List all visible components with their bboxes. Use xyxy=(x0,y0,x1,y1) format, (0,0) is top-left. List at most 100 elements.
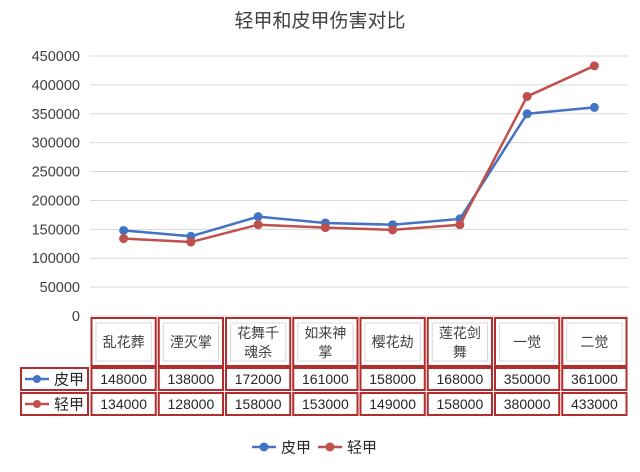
y-tick-label: 450000 xyxy=(32,49,80,65)
y-tick-label: 200000 xyxy=(32,193,80,209)
category-label: 魂杀 xyxy=(244,345,272,361)
category-label: 湮灭掌 xyxy=(170,335,212,351)
series-line xyxy=(123,64,595,244)
legend-label: 皮甲 xyxy=(281,439,311,457)
data-point xyxy=(320,223,330,233)
data-point xyxy=(522,109,532,119)
data-point xyxy=(589,61,599,71)
category-label: 如来神 xyxy=(304,326,346,342)
value-cell xyxy=(426,367,493,391)
category-cell xyxy=(157,317,224,367)
y-tick-label: 300000 xyxy=(32,136,80,152)
category-label: 莲花剑 xyxy=(439,326,481,342)
category-label: 掌 xyxy=(318,345,332,361)
data-point xyxy=(186,237,196,247)
data-table-value: 148000 xyxy=(100,371,147,387)
series-key-marker xyxy=(33,400,41,408)
y-axis: 0 50000 100000 150000 200000 250000 300000 3500… xyxy=(32,49,80,325)
value-cell xyxy=(359,367,426,391)
legend: 皮甲 轻甲 xyxy=(252,439,377,457)
legend-label: 轻甲 xyxy=(347,439,377,457)
series-row-header xyxy=(20,392,89,416)
y-tick-label: 150000 xyxy=(32,222,80,238)
gridlines xyxy=(90,55,628,317)
series-row-label: 轻甲 xyxy=(54,396,84,414)
value-cell xyxy=(292,367,359,391)
category-cell xyxy=(494,317,561,367)
data-table-value: 172000 xyxy=(235,371,282,387)
value-cell xyxy=(225,367,292,391)
series-lines xyxy=(119,61,599,247)
category-cell-frame xyxy=(431,322,488,362)
category-cell-frame xyxy=(230,322,287,362)
value-cell xyxy=(359,392,426,416)
category-cell-frame xyxy=(95,322,152,362)
data-table-value: 433000 xyxy=(571,396,618,412)
data-point xyxy=(253,212,263,222)
value-cell xyxy=(494,367,561,391)
data-table-value: 158000 xyxy=(235,396,282,412)
category-label: 花舞千 xyxy=(237,326,279,342)
data-table-value: 158000 xyxy=(437,396,484,412)
value-cell xyxy=(225,392,292,416)
y-tick-label: 0 xyxy=(72,309,80,325)
category-label: 二觉 xyxy=(580,335,608,351)
legend-key-marker xyxy=(325,442,335,452)
data-point xyxy=(388,225,398,235)
data-point xyxy=(589,102,599,112)
value-cell xyxy=(90,367,157,391)
category-label: 舞 xyxy=(453,345,467,361)
category-cell xyxy=(359,317,426,367)
category-label: 乱花葬 xyxy=(103,335,145,351)
y-tick-label: 350000 xyxy=(32,107,80,123)
y-tick-label: 100000 xyxy=(32,251,80,267)
data-point xyxy=(522,91,532,101)
series-line xyxy=(123,106,595,238)
chart-title: 轻甲和皮甲伤害对比 xyxy=(234,10,405,32)
value-cell xyxy=(561,367,628,391)
data-table-value: 153000 xyxy=(302,396,349,412)
category-cell xyxy=(561,317,628,367)
data-point xyxy=(119,234,129,244)
value-cell xyxy=(561,392,628,416)
category-cell xyxy=(426,317,493,367)
category-label: 樱花劫 xyxy=(372,334,414,351)
category-cell xyxy=(90,317,157,367)
category-cell-frame xyxy=(499,322,556,362)
series-key-marker xyxy=(33,375,41,383)
series-row-label: 皮甲 xyxy=(54,371,84,389)
value-cell xyxy=(494,392,561,416)
category-cell xyxy=(292,317,359,367)
value-cell xyxy=(292,392,359,416)
data-table-value: 380000 xyxy=(504,396,551,412)
data-table-value: 350000 xyxy=(504,371,551,387)
data-table-value: 138000 xyxy=(168,371,215,387)
y-tick-label: 50000 xyxy=(40,280,80,296)
value-cell xyxy=(90,392,157,416)
data-table-value: 168000 xyxy=(437,371,484,387)
series-row-header xyxy=(20,367,89,391)
data-table-value: 149000 xyxy=(369,396,416,412)
category-cell-frame xyxy=(297,322,354,362)
data-table-value: 158000 xyxy=(369,371,416,387)
legend-key-marker xyxy=(259,442,269,452)
data-point xyxy=(455,220,465,230)
category-cell-frame xyxy=(364,322,421,362)
data-table-value: 134000 xyxy=(100,396,147,412)
data-table-value: 161000 xyxy=(302,371,349,387)
data-table-value: 128000 xyxy=(168,396,215,412)
category-cell-frame xyxy=(162,322,219,362)
y-tick-label: 250000 xyxy=(32,165,80,181)
y-tick-label: 400000 xyxy=(32,78,80,94)
category-cell xyxy=(225,317,292,367)
value-cell xyxy=(426,392,493,416)
value-cell xyxy=(157,367,224,391)
data-point xyxy=(253,220,263,230)
data-point xyxy=(119,225,129,235)
category-cell-frame xyxy=(566,322,623,362)
data-table-value: 361000 xyxy=(571,371,618,387)
value-cell xyxy=(157,392,224,416)
category-label: 一觉 xyxy=(513,335,541,351)
